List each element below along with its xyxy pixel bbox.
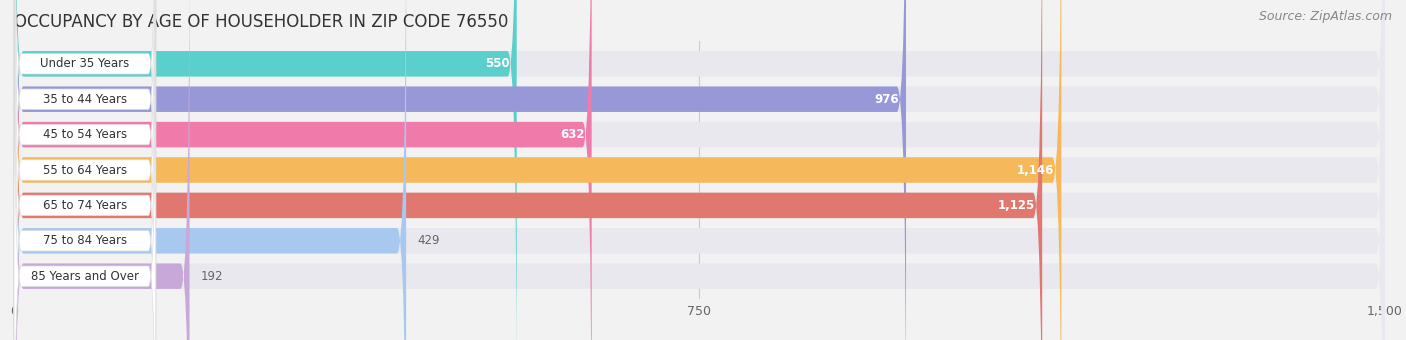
- Text: 1,125: 1,125: [998, 199, 1035, 212]
- Text: 55 to 64 Years: 55 to 64 Years: [42, 164, 127, 176]
- Text: 1,146: 1,146: [1017, 164, 1054, 176]
- FancyBboxPatch shape: [14, 3, 156, 340]
- FancyBboxPatch shape: [14, 0, 592, 340]
- Text: Source: ZipAtlas.com: Source: ZipAtlas.com: [1258, 10, 1392, 23]
- Text: 192: 192: [201, 270, 224, 283]
- Text: 632: 632: [560, 128, 585, 141]
- Text: 550: 550: [485, 57, 509, 70]
- FancyBboxPatch shape: [14, 0, 190, 340]
- FancyBboxPatch shape: [14, 0, 905, 340]
- Text: Under 35 Years: Under 35 Years: [41, 57, 129, 70]
- FancyBboxPatch shape: [14, 0, 1042, 340]
- FancyBboxPatch shape: [14, 0, 517, 340]
- FancyBboxPatch shape: [14, 0, 1385, 340]
- FancyBboxPatch shape: [14, 0, 156, 340]
- FancyBboxPatch shape: [14, 0, 1385, 340]
- FancyBboxPatch shape: [14, 0, 156, 340]
- FancyBboxPatch shape: [14, 0, 1385, 340]
- FancyBboxPatch shape: [14, 0, 1385, 340]
- Text: 429: 429: [418, 234, 440, 247]
- FancyBboxPatch shape: [14, 0, 156, 340]
- Text: 45 to 54 Years: 45 to 54 Years: [42, 128, 127, 141]
- FancyBboxPatch shape: [14, 0, 156, 340]
- Text: 976: 976: [875, 93, 898, 106]
- Text: 75 to 84 Years: 75 to 84 Years: [42, 234, 127, 247]
- FancyBboxPatch shape: [14, 0, 1385, 340]
- FancyBboxPatch shape: [14, 0, 156, 337]
- Text: 65 to 74 Years: 65 to 74 Years: [42, 199, 127, 212]
- FancyBboxPatch shape: [14, 0, 406, 340]
- FancyBboxPatch shape: [14, 0, 156, 340]
- FancyBboxPatch shape: [14, 0, 1385, 340]
- Text: 85 Years and Over: 85 Years and Over: [31, 270, 139, 283]
- FancyBboxPatch shape: [14, 0, 1385, 340]
- Text: OCCUPANCY BY AGE OF HOUSEHOLDER IN ZIP CODE 76550: OCCUPANCY BY AGE OF HOUSEHOLDER IN ZIP C…: [14, 13, 509, 31]
- Text: 35 to 44 Years: 35 to 44 Years: [42, 93, 127, 106]
- FancyBboxPatch shape: [14, 0, 1062, 340]
